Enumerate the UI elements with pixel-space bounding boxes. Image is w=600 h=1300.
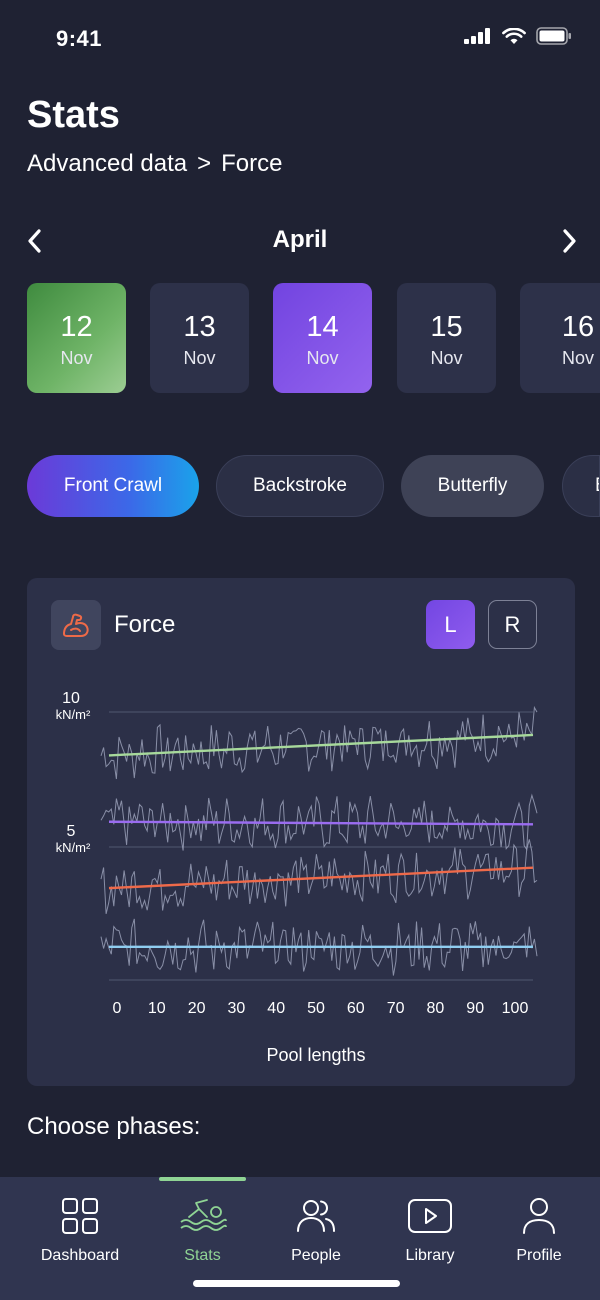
status-bar: 9:41: [0, 0, 600, 80]
x-tick-label: 0: [113, 1000, 122, 1017]
breadcrumb: Advanced data > Force: [27, 150, 283, 178]
chip-label: Front Crawl: [63, 475, 163, 496]
x-tick-label: 30: [228, 1000, 246, 1017]
x-tick-label: 50: [307, 1000, 325, 1017]
grid-icon: [62, 1198, 98, 1234]
breadcrumb-separator: >: [197, 150, 212, 177]
y-tick-unit: kN/m²: [56, 707, 91, 722]
tab-stats[interactable]: Stats: [150, 1177, 255, 1277]
chip-label: B: [595, 475, 599, 497]
tab-label: Dashboard: [40, 1247, 120, 1264]
month-label: April: [272, 226, 328, 253]
tab-label: People: [291, 1247, 341, 1264]
tab-label: Profile: [516, 1247, 562, 1264]
day-month: Nov: [306, 348, 339, 368]
person-icon: [523, 1198, 555, 1234]
day-month: Nov: [430, 348, 463, 368]
breadcrumb-parent[interactable]: Advanced data: [27, 150, 188, 177]
day-month: Nov: [561, 348, 594, 368]
y-tick-unit: kN/m²: [56, 840, 91, 855]
play-icon: [408, 1199, 452, 1233]
day-month: Nov: [60, 348, 93, 368]
chip-breaststroke[interactable]: B: [562, 455, 600, 517]
x-tick-label: 10: [148, 1000, 166, 1017]
x-tick-label: 100: [502, 1000, 529, 1017]
x-tick-label: 70: [387, 1000, 405, 1017]
page-title: Stats: [27, 94, 120, 136]
chevron-right-icon[interactable]: [556, 226, 582, 256]
series-2-trend-line: [108, 866, 534, 890]
tab-people[interactable]: People: [266, 1177, 366, 1277]
people-icon: [297, 1200, 335, 1232]
chip-butterfly[interactable]: Butterfly: [401, 455, 544, 517]
day-number: 15: [430, 311, 463, 343]
series-0-trend-line: [108, 733, 534, 757]
swimmer-icon: [179, 1199, 227, 1231]
series-3-raw-line: [100, 918, 538, 976]
x-tick-label: 40: [267, 1000, 285, 1017]
side-left-toggle[interactable]: L: [426, 600, 475, 649]
signal-icon: [464, 28, 490, 44]
month-selector: April: [0, 222, 600, 262]
status-icons: [464, 27, 572, 45]
tab-profile[interactable]: Profile: [490, 1177, 588, 1277]
battery-icon: [536, 27, 571, 45]
day-card-16[interactable]: 16 Nov: [520, 283, 600, 393]
day-number: 14: [306, 311, 339, 343]
series-1-raw-line: [100, 793, 538, 852]
chip-label: Backstroke: [253, 475, 347, 496]
tab-label: Library: [405, 1247, 455, 1264]
tab-dashboard[interactable]: Dashboard: [20, 1177, 140, 1277]
card-title: Force: [114, 611, 176, 638]
day-month: Nov: [183, 348, 216, 368]
force-card: 10 kN/m² 5 kN/m² 0 10 20 30 40 50 60 70 80 90 100 Pool …: [27, 578, 575, 1086]
x-tick-label: 20: [188, 1000, 206, 1017]
flexed-arm-icon: [51, 600, 101, 650]
x-tick-label: 60: [347, 1000, 365, 1017]
wifi-icon: [502, 27, 526, 44]
day-card-15[interactable]: 15 Nov: [397, 283, 496, 393]
day-number: 13: [183, 311, 216, 343]
day-number: 12: [60, 311, 93, 343]
home-indicator: [193, 1280, 400, 1287]
phases-title: Choose phases:: [27, 1113, 201, 1140]
tab-library[interactable]: Library: [380, 1177, 480, 1277]
status-time: 9:41: [56, 26, 103, 51]
series-0-raw-line: [100, 705, 538, 780]
tab-bar: Dashboard Stats People Library: [0, 1177, 600, 1300]
chip-front-crawl[interactable]: Front Crawl: [27, 455, 199, 517]
x-tick-label: 80: [427, 1000, 445, 1017]
side-right-toggle[interactable]: R: [488, 600, 537, 649]
active-tab-indicator: [159, 1177, 246, 1181]
chip-label: Butterfly: [437, 475, 508, 496]
series-1-trend-line: [108, 820, 534, 826]
tab-label: Stats: [184, 1247, 221, 1264]
series-2-raw-line: [100, 839, 538, 915]
day-number: 16: [561, 311, 595, 343]
day-card-12[interactable]: 12 Nov: [27, 283, 126, 393]
x-axis-label: Pool lengths: [266, 1045, 365, 1065]
day-card-13[interactable]: 13 Nov: [150, 283, 249, 393]
day-card-14[interactable]: 14 Nov: [273, 283, 372, 393]
y-tick-label: 5: [67, 823, 76, 840]
breadcrumb-current: Force: [221, 150, 283, 177]
y-tick-label: 10: [62, 690, 80, 707]
chevron-left-icon[interactable]: [22, 226, 48, 256]
x-tick-label: 90: [466, 1000, 484, 1017]
chip-backstroke[interactable]: Backstroke: [216, 455, 384, 517]
